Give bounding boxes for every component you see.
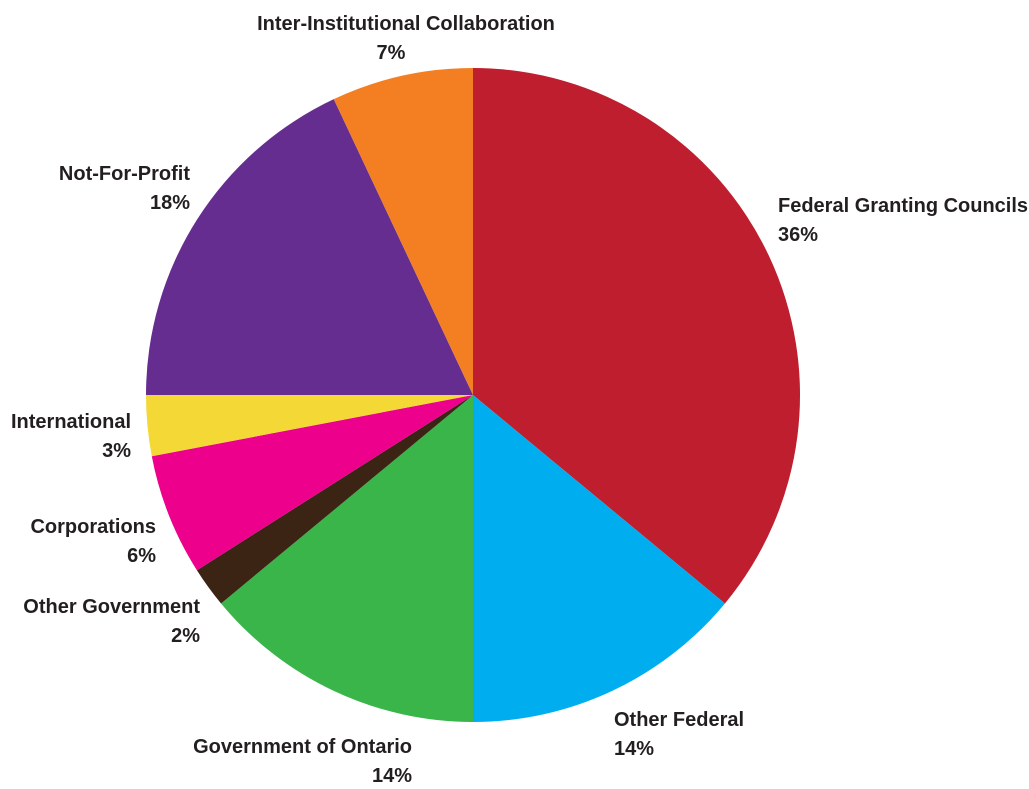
slice-label-federal-granting-councils: Federal Granting Councils	[778, 195, 1028, 217]
pie-slice-inter-institutional-collaboration	[333, 68, 473, 395]
slice-label-inter-institutional-collaboration: Inter-Institutional Collaboration	[257, 13, 555, 35]
slice-percent-other-government: 2%	[171, 625, 200, 647]
slice-percent-international: 3%	[102, 440, 131, 462]
slice-label-not-for-profit: Not-For-Profit	[59, 163, 190, 185]
slice-percent-federal-granting-councils: 36%	[778, 224, 818, 246]
slice-percent-other-federal: 14%	[614, 738, 654, 760]
pie-slices	[146, 68, 801, 722]
slice-percent-not-for-profit: 18%	[150, 192, 190, 214]
slice-percent-corporations: 6%	[127, 545, 156, 567]
pie-slice-international	[146, 395, 473, 457]
pie-labels: Federal Granting Councils 36% Other Federa…	[11, 13, 1028, 787]
slice-label-other-federal: Other Federal	[614, 709, 744, 731]
slice-label-international: International	[11, 411, 131, 433]
slice-percent-government-of-ontario: 14%	[372, 765, 412, 787]
slice-label-government-of-ontario: Government of Ontario	[193, 736, 412, 758]
pie-slice-federal-granting-councils	[473, 68, 801, 604]
pie-slice-other-government	[196, 395, 473, 604]
pie-slice-government-of-ontario	[221, 395, 473, 722]
slice-label-other-government: Other Government	[23, 596, 200, 618]
pie-slice-other-federal	[473, 395, 725, 722]
pie-slice-corporations	[151, 395, 474, 571]
slice-label-corporations: Corporations	[30, 516, 156, 538]
slice-percent-inter-institutional-collaboration: 7%	[377, 42, 406, 64]
pie-slice-not-for-profit	[146, 99, 473, 396]
